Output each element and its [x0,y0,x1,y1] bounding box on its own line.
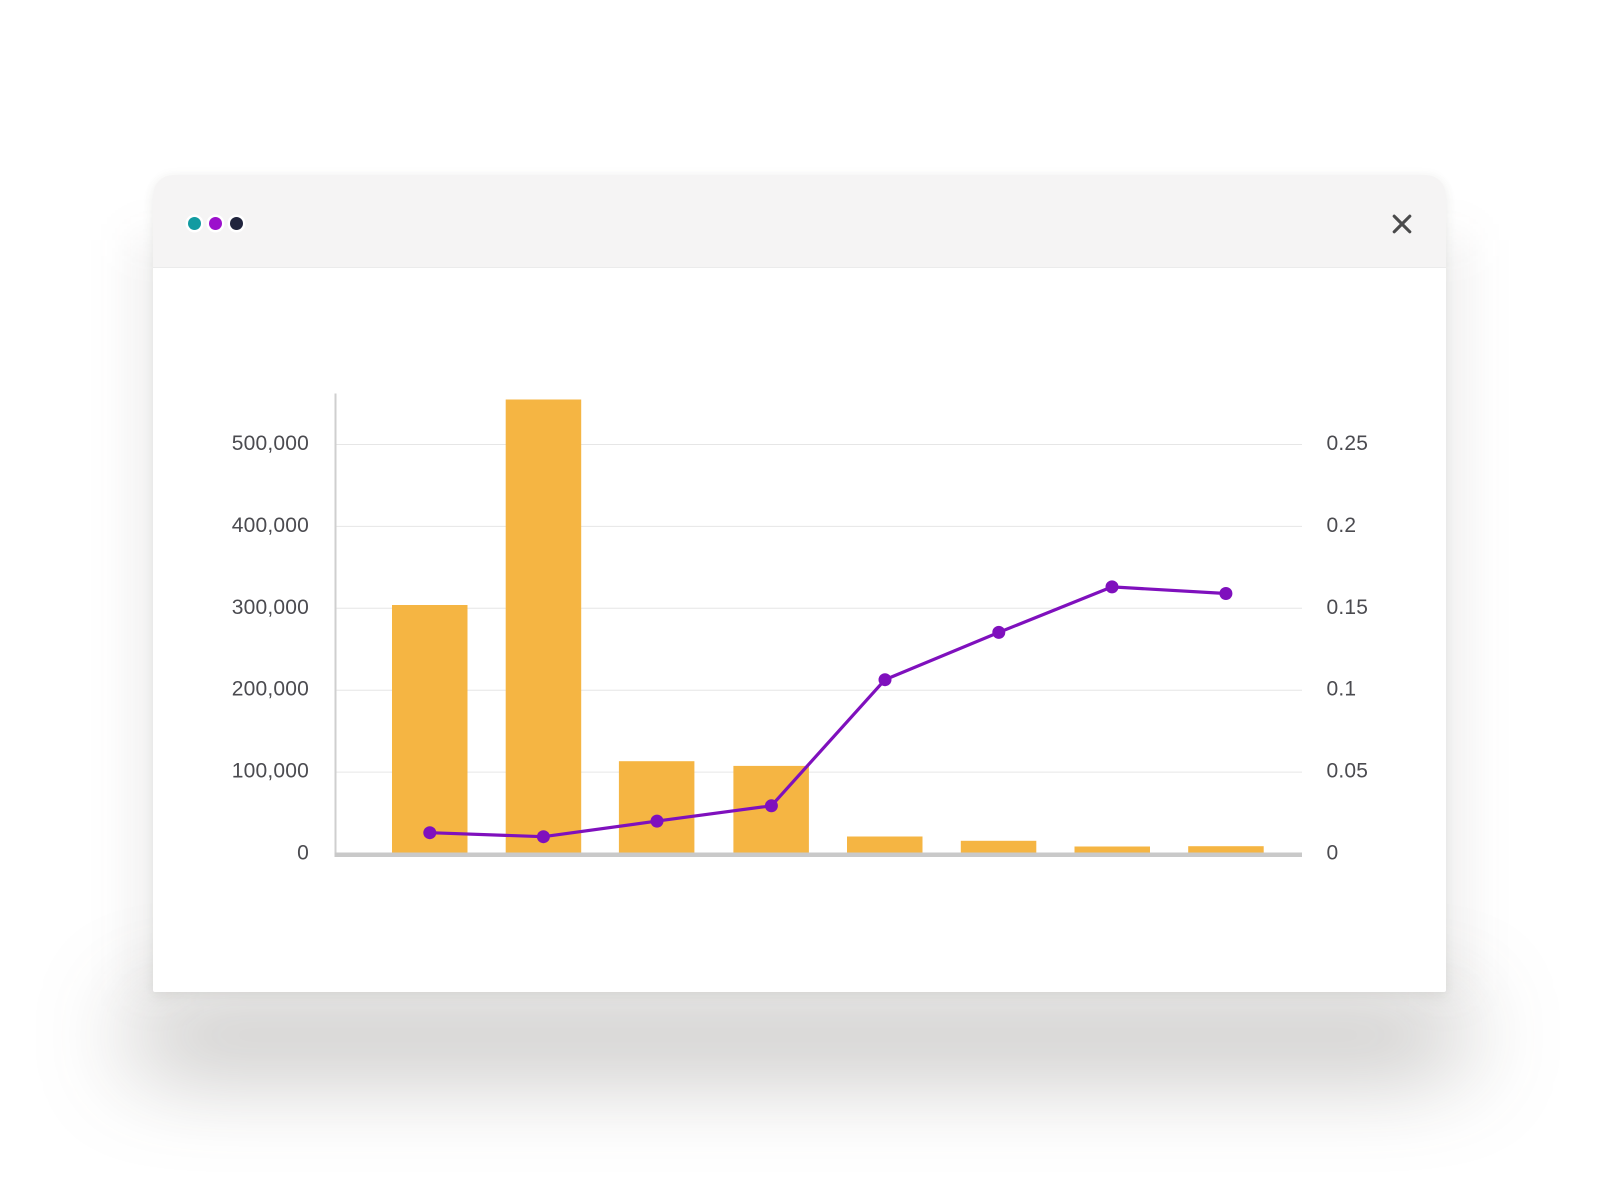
svg-text:0.2: 0.2 [1327,514,1357,537]
svg-text:0.05: 0.05 [1327,760,1369,783]
svg-text:0: 0 [1327,842,1339,865]
svg-text:300,000: 300,000 [232,596,309,619]
svg-text:400,000: 400,000 [232,514,309,537]
svg-text:0.25: 0.25 [1327,432,1369,455]
svg-text:200,000: 200,000 [232,678,309,701]
svg-text:0.1: 0.1 [1327,678,1357,701]
svg-text:0.15: 0.15 [1327,596,1369,619]
svg-text:500,000: 500,000 [232,432,309,455]
svg-text:100,000: 100,000 [232,760,309,783]
svg-text:0: 0 [297,842,309,865]
